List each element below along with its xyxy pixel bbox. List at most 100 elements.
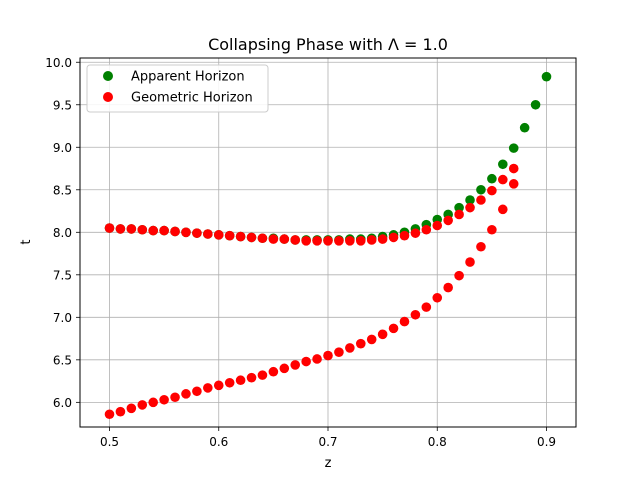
point-geometric-horizon [410,309,421,320]
point-geometric-horizon [235,375,246,386]
point-geometric-horizon [257,370,268,380]
chart-title: Collapsing Phase with Λ = 1.0 [208,35,448,54]
data-points [104,71,552,420]
point-geometric-horizon [388,232,399,243]
point-geometric-horizon [465,257,475,267]
point-geometric-horizon [290,360,301,370]
point-geometric-horizon [268,366,279,377]
point-geometric-horizon [366,235,377,245]
y-tick-label: 8.5 [53,183,72,197]
point-geometric-horizon [476,195,486,205]
x-tick-label: 0.5 [100,435,119,449]
point-geometric-horizon [508,163,519,174]
legend: Apparent Horizon Geometric Horizon [86,64,269,113]
point-geometric-horizon [181,389,191,399]
point-geometric-horizon [443,215,453,226]
point-geometric-horizon [181,227,191,238]
point-geometric-horizon [137,400,148,410]
point-geometric-horizon [454,209,464,220]
y-axis-ticks: 6.0 6.5 7.0 7.5 8.0 8.5 9.0 9.5 10.0 [45,56,80,410]
point-geometric-horizon [170,392,180,403]
point-apparent-horizon [465,195,475,205]
y-tick-label: 9.0 [53,141,72,155]
y-tick-label: 6.0 [53,396,72,410]
point-geometric-horizon [345,343,355,353]
point-geometric-horizon [487,224,497,235]
x-tick-label: 0.8 [428,435,447,449]
point-geometric-horizon [323,235,333,246]
y-tick-label: 10.0 [45,56,72,70]
y-tick-label: 9.5 [53,98,72,112]
point-geometric-horizon [159,225,169,236]
point-geometric-horizon [170,226,180,237]
point-geometric-horizon [476,241,486,252]
point-geometric-horizon [268,234,279,244]
point-geometric-horizon [159,394,169,405]
point-apparent-horizon [487,173,497,184]
point-geometric-horizon [443,282,453,293]
point-geometric-horizon [377,234,388,244]
x-axis-ticks: 0.5 0.6 0.7 0.8 0.9 [100,427,556,449]
y-tick-label: 7.5 [53,268,72,282]
point-geometric-horizon [465,202,475,213]
y-axis-label: t [19,239,34,244]
point-geometric-horizon [366,334,377,345]
point-apparent-horizon [498,159,508,170]
point-geometric-horizon [399,230,410,241]
point-geometric-horizon [498,204,508,215]
point-geometric-horizon [301,356,311,367]
point-geometric-horizon [334,235,344,246]
point-geometric-horizon [421,302,432,312]
point-apparent-horizon [508,143,519,153]
y-tick-label: 7.0 [53,311,72,325]
legend-label-apparent-horizon: Apparent Horizon [131,70,245,85]
point-apparent-horizon [541,71,552,82]
point-apparent-horizon [454,202,464,213]
point-geometric-horizon [126,224,137,234]
point-geometric-horizon [312,354,322,364]
point-geometric-horizon [235,231,246,242]
y-tick-label: 6.5 [53,353,72,367]
point-apparent-horizon [476,184,486,195]
point-geometric-horizon [203,229,213,239]
point-geometric-horizon [432,292,443,303]
point-geometric-horizon [104,223,115,233]
point-geometric-horizon [355,338,366,349]
point-apparent-horizon [519,122,530,133]
x-axis-label: z [325,456,332,471]
legend-label-geometric-horizon: Geometric Horizon [131,91,253,106]
legend-box [86,64,269,113]
point-geometric-horizon [192,228,202,238]
point-geometric-horizon [224,377,235,388]
point-geometric-horizon [148,225,158,236]
point-geometric-horizon [498,174,508,185]
point-geometric-horizon [246,372,257,383]
point-geometric-horizon [257,233,268,244]
point-geometric-horizon [334,347,344,357]
point-geometric-horizon [246,232,257,243]
point-geometric-horizon [508,179,519,189]
point-geometric-horizon [279,234,290,244]
legend-marker-geometric-horizon [103,92,113,102]
point-geometric-horizon [399,316,410,327]
point-geometric-horizon [487,185,497,196]
point-geometric-horizon [213,380,224,391]
point-geometric-horizon [104,409,115,420]
point-geometric-horizon [137,224,148,235]
point-geometric-horizon [432,220,443,231]
x-tick-label: 0.7 [318,435,337,449]
point-geometric-horizon [388,323,399,334]
point-geometric-horizon [279,363,290,374]
point-geometric-horizon [213,230,224,240]
y-tick-label: 8.0 [53,226,72,240]
point-geometric-horizon [454,270,464,281]
point-geometric-horizon [115,224,126,234]
point-geometric-horizon [192,386,202,397]
point-geometric-horizon [148,397,158,408]
point-geometric-horizon [421,224,432,235]
point-geometric-horizon [410,228,421,238]
point-geometric-horizon [224,230,235,241]
x-tick-label: 0.9 [537,435,556,449]
x-tick-label: 0.6 [209,435,228,449]
